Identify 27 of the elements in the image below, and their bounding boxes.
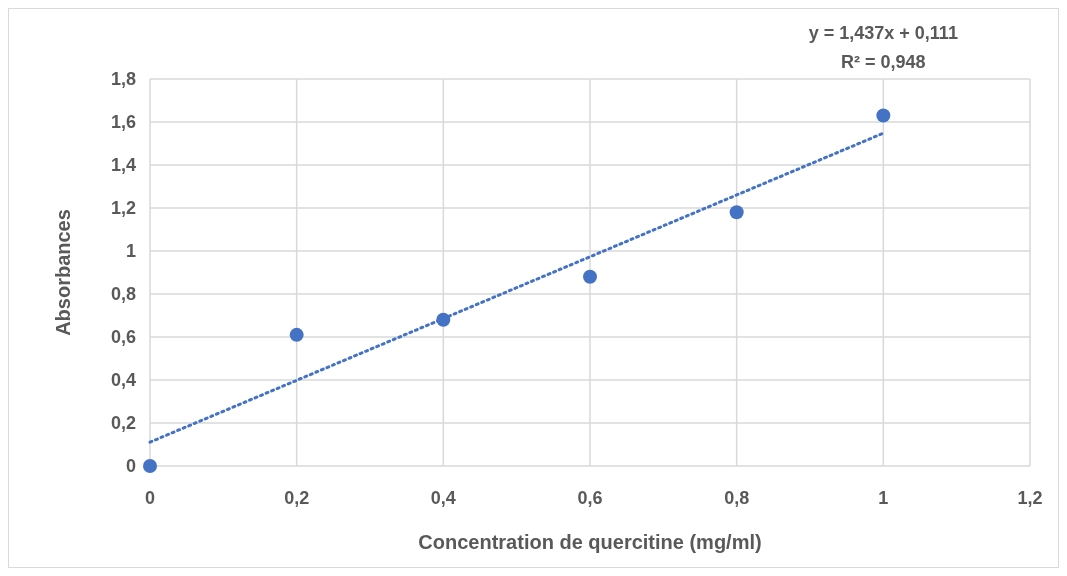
text: R² = 0,948	[841, 52, 926, 72]
y-tick-label: 0	[125, 456, 136, 477]
x-tick-label: 1,2	[1017, 488, 1043, 508]
x-tick-label: 0,8	[724, 488, 750, 508]
y-tick-label: 1,8	[110, 69, 136, 90]
y-tick-label: 0,6	[110, 327, 136, 348]
point	[729, 205, 744, 220]
y-tick-label: 1,2	[110, 198, 136, 219]
point	[289, 327, 304, 342]
x-axis-title: Concentration de quercitine (mg/ml)	[418, 531, 762, 553]
x-tick-label: 0,6	[577, 488, 603, 508]
y-axis-title: Absorbances	[52, 209, 74, 336]
point	[436, 312, 451, 327]
x-tick-label: 0	[144, 488, 156, 508]
y-tick-label: 0,8	[110, 284, 136, 305]
y-tick-label: 0,4	[110, 370, 136, 391]
y-tick-label: 0,2	[110, 413, 136, 434]
point	[583, 269, 597, 284]
y-tick-label: 1,6	[110, 112, 136, 133]
x-tick-label: 0,4	[430, 488, 456, 508]
x-tick-label: 1	[878, 488, 889, 508]
point	[876, 108, 891, 123]
y-tick-label: 1	[125, 241, 136, 262]
y-tick-label: 1,4	[110, 155, 136, 176]
x-tick-label: 0,2	[284, 488, 310, 508]
text: y = 1,437x + 0,111	[808, 23, 958, 43]
point	[143, 459, 157, 473]
